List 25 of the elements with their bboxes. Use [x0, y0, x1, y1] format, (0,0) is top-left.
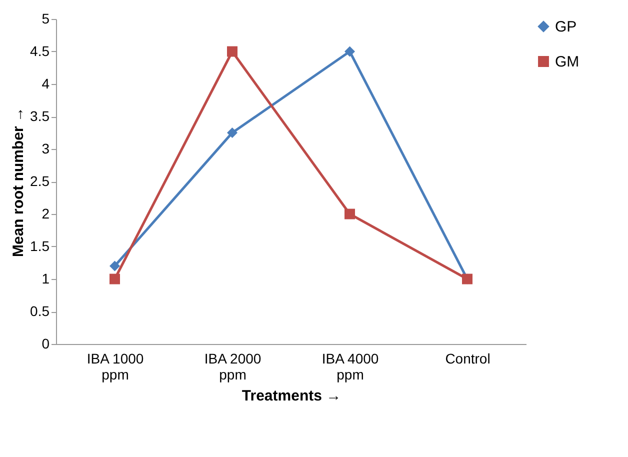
point [227, 46, 238, 57]
y-tick-label: 0.5 [30, 303, 50, 319]
legend-label: GM [555, 54, 580, 70]
point [344, 208, 355, 220]
y-tick-label: 2 [42, 206, 50, 222]
y-tick-label: 4.5 [30, 43, 50, 59]
x-tick-label: IBA 4000 ppm [322, 350, 379, 382]
point [110, 260, 120, 272]
point [110, 274, 120, 284]
x-tick-label: IBA 1000 ppm [86, 350, 144, 382]
y-tick-label: 2.5 [30, 173, 50, 189]
y-tick-label: 3.5 [30, 108, 50, 124]
y-axis-title: Mean root number → [10, 106, 28, 258]
point [227, 128, 238, 138]
x-axis-title: Treatments → [242, 388, 342, 404]
x-tick-label: Control [445, 350, 490, 366]
y-tick-label: 3 [42, 140, 50, 156]
point [344, 46, 355, 57]
y-tick-label: 4 [42, 76, 50, 92]
y-tick-label: 1.5 [30, 238, 50, 254]
y-tick-label: 0 [42, 336, 50, 352]
x-tick-label: IBA 2000 ppm [204, 350, 262, 382]
y-tick-label: 1 [42, 270, 50, 286]
y-tick-label: 5 [42, 10, 50, 26]
legend-label: GP [555, 18, 577, 36]
